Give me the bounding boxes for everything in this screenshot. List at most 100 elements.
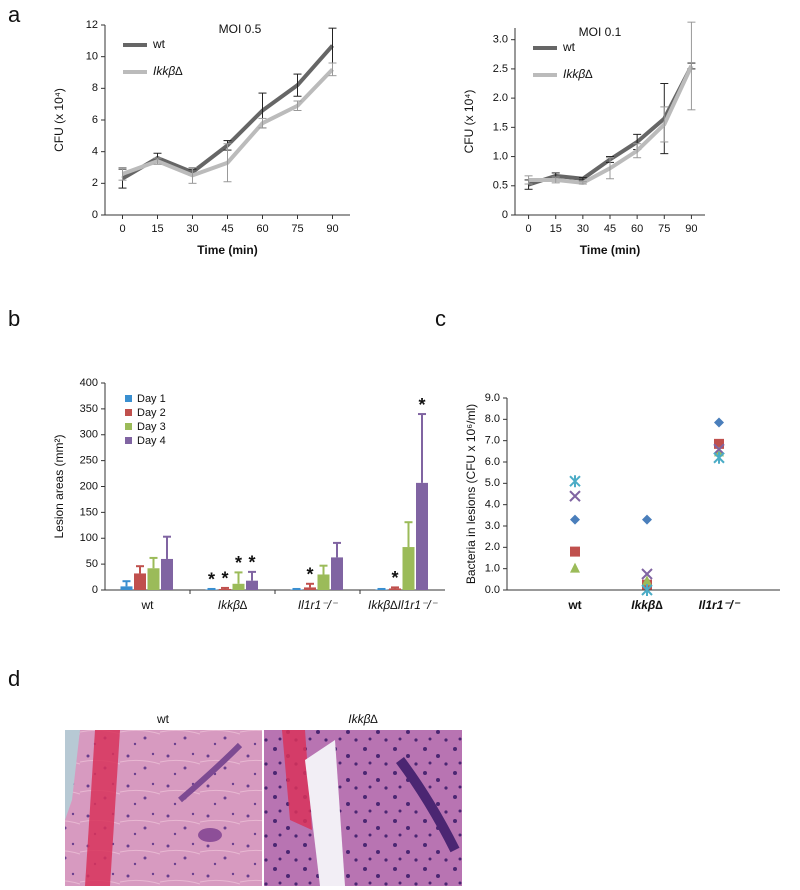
y-tick-label: 4.0 — [485, 499, 500, 511]
panel-label: d — [8, 666, 20, 691]
x-tick-label: 45 — [604, 223, 616, 235]
error-bar — [223, 143, 232, 183]
error-bar — [391, 586, 399, 589]
error-bar — [122, 580, 131, 587]
error-bar — [136, 565, 144, 574]
error-bar — [328, 62, 337, 77]
y-tick-label: 3.0 — [493, 34, 508, 46]
significance: * — [221, 569, 228, 589]
legend-label: Day 3 — [137, 421, 166, 433]
x-tick-label: wt — [141, 598, 155, 612]
x-tick-label: Il1r1⁻/⁻ — [699, 598, 741, 612]
bar — [232, 583, 245, 590]
legend-swatch — [125, 395, 132, 402]
data-point — [641, 568, 653, 580]
muscle — [282, 730, 312, 830]
x-tick-label: Il1r1⁻/⁻ — [298, 598, 339, 612]
error-bar — [188, 167, 197, 184]
bar — [317, 574, 330, 590]
x-tick-label: 0 — [119, 223, 125, 235]
legend-label: Day 4 — [137, 435, 166, 447]
epidermis — [395, 757, 460, 853]
x-tick-label: 75 — [658, 223, 670, 235]
x-axis-label: Time (min) — [580, 243, 640, 257]
bar — [389, 588, 401, 590]
y-tick-label: 200 — [80, 480, 98, 492]
panel-label: c — [435, 306, 446, 331]
error-bar — [328, 27, 337, 64]
x-tick-label: 75 — [291, 223, 303, 235]
data-point — [713, 443, 725, 455]
data-point — [641, 584, 653, 596]
y-tick-label: 0 — [92, 209, 98, 221]
error-bar — [418, 413, 426, 483]
error-bar — [292, 587, 301, 590]
panel-label: a — [8, 2, 21, 27]
legend-swatch — [125, 423, 132, 430]
data-point — [713, 451, 725, 464]
error-bar — [404, 521, 413, 548]
bar — [147, 568, 160, 590]
data-point — [642, 575, 652, 586]
error-bar — [633, 143, 642, 159]
bar — [120, 586, 133, 590]
y-tick-label: 3.0 — [485, 520, 500, 532]
data-point — [569, 475, 581, 488]
error-bar — [149, 556, 158, 569]
y-tick-label: 2 — [92, 177, 98, 189]
significance: * — [208, 570, 215, 590]
y-tick-label: 100 — [80, 532, 98, 544]
y-tick-label: 2.5 — [493, 63, 508, 75]
x-tick-label: Ikkβ∆Il1r1⁻/⁻ — [368, 598, 439, 612]
x-tick-label: 0 — [526, 223, 532, 235]
data-point — [570, 546, 580, 557]
data-point — [570, 514, 580, 525]
x-tick-label: 30 — [186, 223, 198, 235]
y-tick-label: 0.0 — [485, 584, 500, 596]
error-bar — [248, 570, 256, 581]
chart-title: MOI 0.5 — [219, 22, 262, 36]
data-point — [569, 490, 581, 502]
follicle — [178, 742, 243, 803]
y-tick-label: 1.0 — [485, 563, 500, 575]
y-tick-label: 7.0 — [485, 435, 500, 447]
x-tick-label: 30 — [577, 223, 589, 235]
y-axis-label: Bacteria in lesions (CFU x 10⁶/ml) — [464, 404, 478, 584]
y-tick-label: 400 — [80, 377, 98, 389]
y-axis-label: CFU (x 10⁴) — [462, 90, 476, 154]
legend-label: Ikkβ∆ — [153, 64, 183, 78]
background — [65, 730, 80, 820]
error-bar — [578, 181, 587, 185]
y-axis-label: CFU (x 10⁴) — [52, 88, 66, 152]
error-bar — [258, 117, 267, 129]
x-axis-label: Time (min) — [197, 243, 257, 257]
error-bar — [221, 586, 229, 589]
legend-label: wt — [562, 40, 576, 54]
error-bar — [524, 175, 533, 185]
significance: * — [391, 568, 398, 588]
y-tick-label: 0.5 — [493, 180, 508, 192]
error-bar — [606, 157, 614, 180]
bar — [402, 547, 415, 590]
error-bar — [333, 541, 341, 558]
significance: * — [248, 553, 255, 573]
y-tick-label: 0 — [92, 584, 98, 596]
error-bar — [153, 157, 162, 165]
error-bar — [687, 21, 696, 111]
error-bar — [319, 564, 328, 575]
y-tick-label: 0 — [502, 209, 508, 221]
y-tick-label: 50 — [86, 558, 98, 570]
image-label: Ikkβ∆ — [348, 712, 378, 726]
bar — [219, 588, 231, 590]
bar — [161, 558, 173, 590]
error-bar — [163, 535, 171, 559]
chart-title: MOI 0.1 — [579, 25, 622, 39]
x-tick-label: 90 — [326, 223, 338, 235]
x-tick-label: 15 — [151, 223, 163, 235]
error-bar — [306, 582, 314, 588]
error-bar — [207, 587, 216, 590]
image-label: wt — [156, 712, 170, 726]
muscle — [85, 730, 120, 886]
y-tick-label: 4 — [92, 146, 98, 158]
y-tick-label: 10 — [86, 51, 98, 63]
